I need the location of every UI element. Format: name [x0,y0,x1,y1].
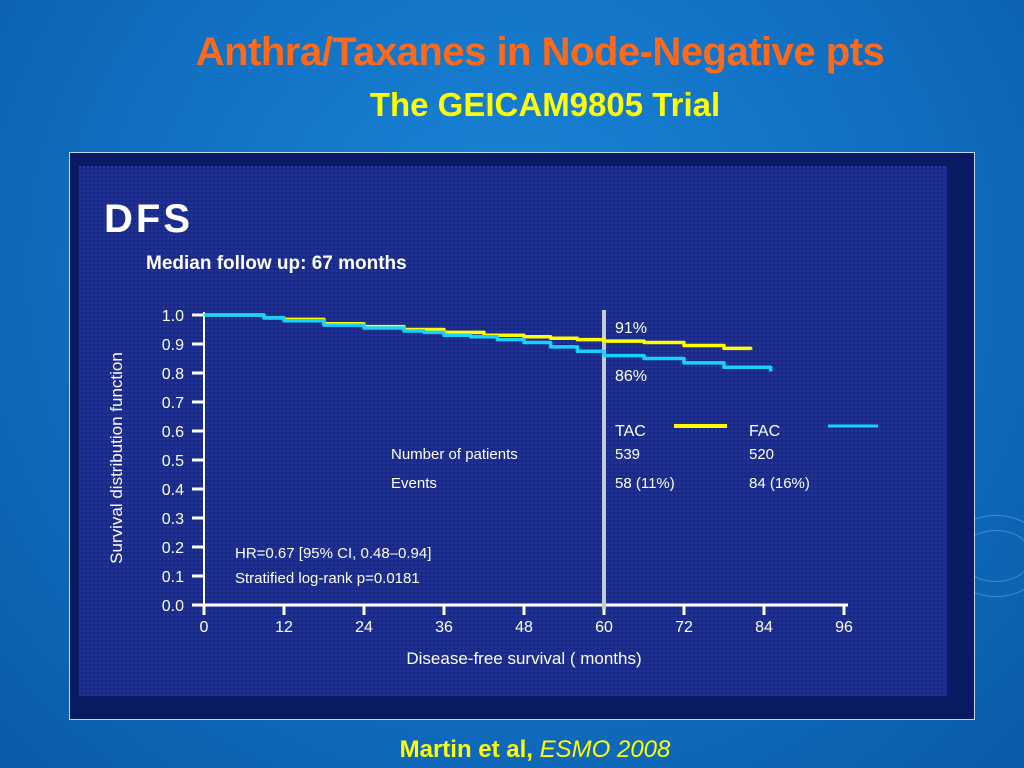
y-axis-label: Survival distribution function [107,352,126,564]
citation: Martin et al, ESMO 2008 [0,736,1024,764]
series-line-fac [204,313,773,372]
x-tick-label: 84 [755,619,773,636]
x-tick-label: 48 [515,619,533,636]
tac-percent-label: 91% [615,320,647,337]
y-tick-label: 0.2 [162,540,184,557]
y-tick-label: 0.4 [162,482,184,499]
logrank-p-text: Stratified log-rank p=0.0181 [235,570,420,587]
chart-subtitle: Median follow up: 67 months [146,253,407,274]
chart-title: DFS [104,197,193,241]
x-tick-label: 96 [835,619,853,636]
legend-fac-label: FAC [749,423,780,440]
citation-venue: ESMO 2008 [539,736,671,763]
slide-subtitle: The GEICAM9805 Trial [369,86,721,123]
y-tick-label: 0.0 [162,598,184,615]
x-tick-label: 0 [200,619,209,636]
table-row-patients-fac: 520 [749,446,774,463]
slide-title: Anthra/Taxanes in Node-Negative pts [195,30,885,74]
dfs-chart: DFS Median follow up: 67 months 0.00.10.… [79,166,947,696]
x-tick-label: 60 [595,619,613,636]
y-tick-label: 0.6 [162,424,184,441]
y-tick-label: 1.0 [162,308,184,325]
chart-axes: 0.0 0.1 0.2 0.3 0.4 0.5 0.6 0.7 0.8 0.9 1.0 0 12 24 36… [162,308,853,636]
y-tick-label: 0.1 [162,569,184,586]
x-tick-label: 72 [675,619,693,636]
x-tick-label: 24 [355,619,373,636]
table-row-events-label: Events [391,475,437,492]
y-tick-label: 0.5 [162,453,184,470]
survival-curves [204,313,773,372]
y-tick-label: 0.8 [162,366,184,383]
chart-frame: DFS Median follow up: 67 months 0.0 0.1 0.… [69,152,975,720]
fac-percent-label: 86% [615,368,647,385]
chart-panel [79,166,947,696]
table-row-patients-label: Number of patients [391,446,518,463]
y-tick-label: 0.7 [162,395,184,412]
citation-authors: Martin et al, [399,736,533,763]
x-axis-label: Disease-free survival ( months) [406,649,641,668]
table-row-patients-tac: 539 [615,446,640,463]
hazard-ratio-text: HR=0.67 [95% CI, 0.48–0.94] [235,545,431,562]
table-row-events-tac: 58 (11%) [615,475,675,492]
legend-tac-label: TAC [615,423,646,440]
x-tick-label: 12 [275,619,293,636]
y-tick-label: 0.9 [162,337,184,354]
x-tick-label: 36 [435,619,453,636]
table-row-events-fac: 84 (16%) [749,475,810,492]
y-tick-label: 0.3 [162,511,184,528]
